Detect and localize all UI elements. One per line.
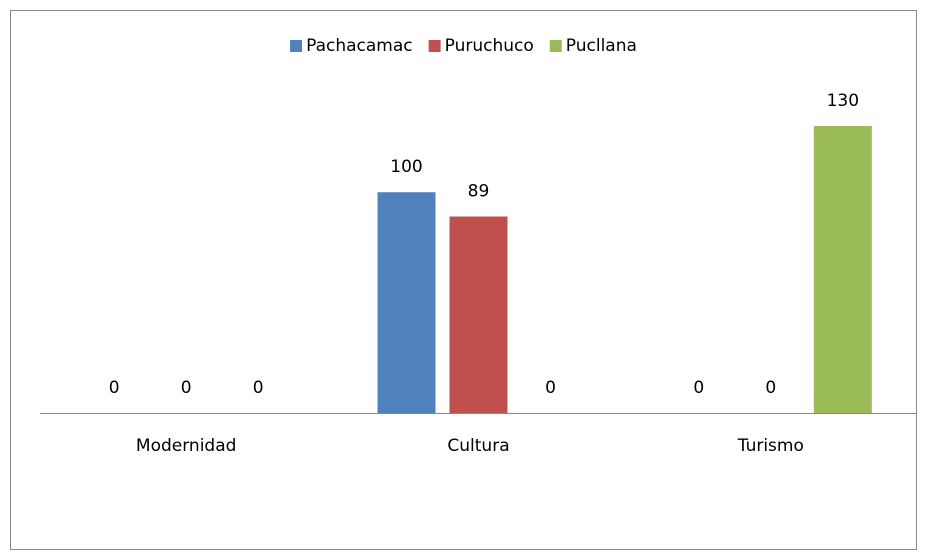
value-label: 89 xyxy=(468,182,490,202)
bar xyxy=(813,126,872,413)
value-label: 0 xyxy=(109,378,120,398)
value-label: 100 xyxy=(390,157,422,177)
legend: Pachacamac Puruchuco Pucllana xyxy=(290,36,637,56)
legend-swatch xyxy=(549,40,562,52)
legend-swatch xyxy=(290,40,303,52)
value-label: 0 xyxy=(253,378,264,398)
x-tick-label: Turismo xyxy=(737,436,804,456)
legend-label: Puruchuco xyxy=(445,36,534,56)
value-label: 0 xyxy=(765,378,776,398)
bar xyxy=(377,192,436,413)
legend-swatch xyxy=(428,40,441,52)
value-label: 0 xyxy=(181,378,192,398)
value-label: 0 xyxy=(693,378,704,398)
legend-label: Pucllana xyxy=(566,36,637,56)
bar xyxy=(449,216,508,413)
x-tick-label: Cultura xyxy=(447,436,509,456)
value-label: 0 xyxy=(545,378,556,398)
legend-label: Pachacamac xyxy=(306,36,413,56)
x-tick-label: Modernidad xyxy=(136,436,237,456)
value-label: 130 xyxy=(827,91,859,111)
